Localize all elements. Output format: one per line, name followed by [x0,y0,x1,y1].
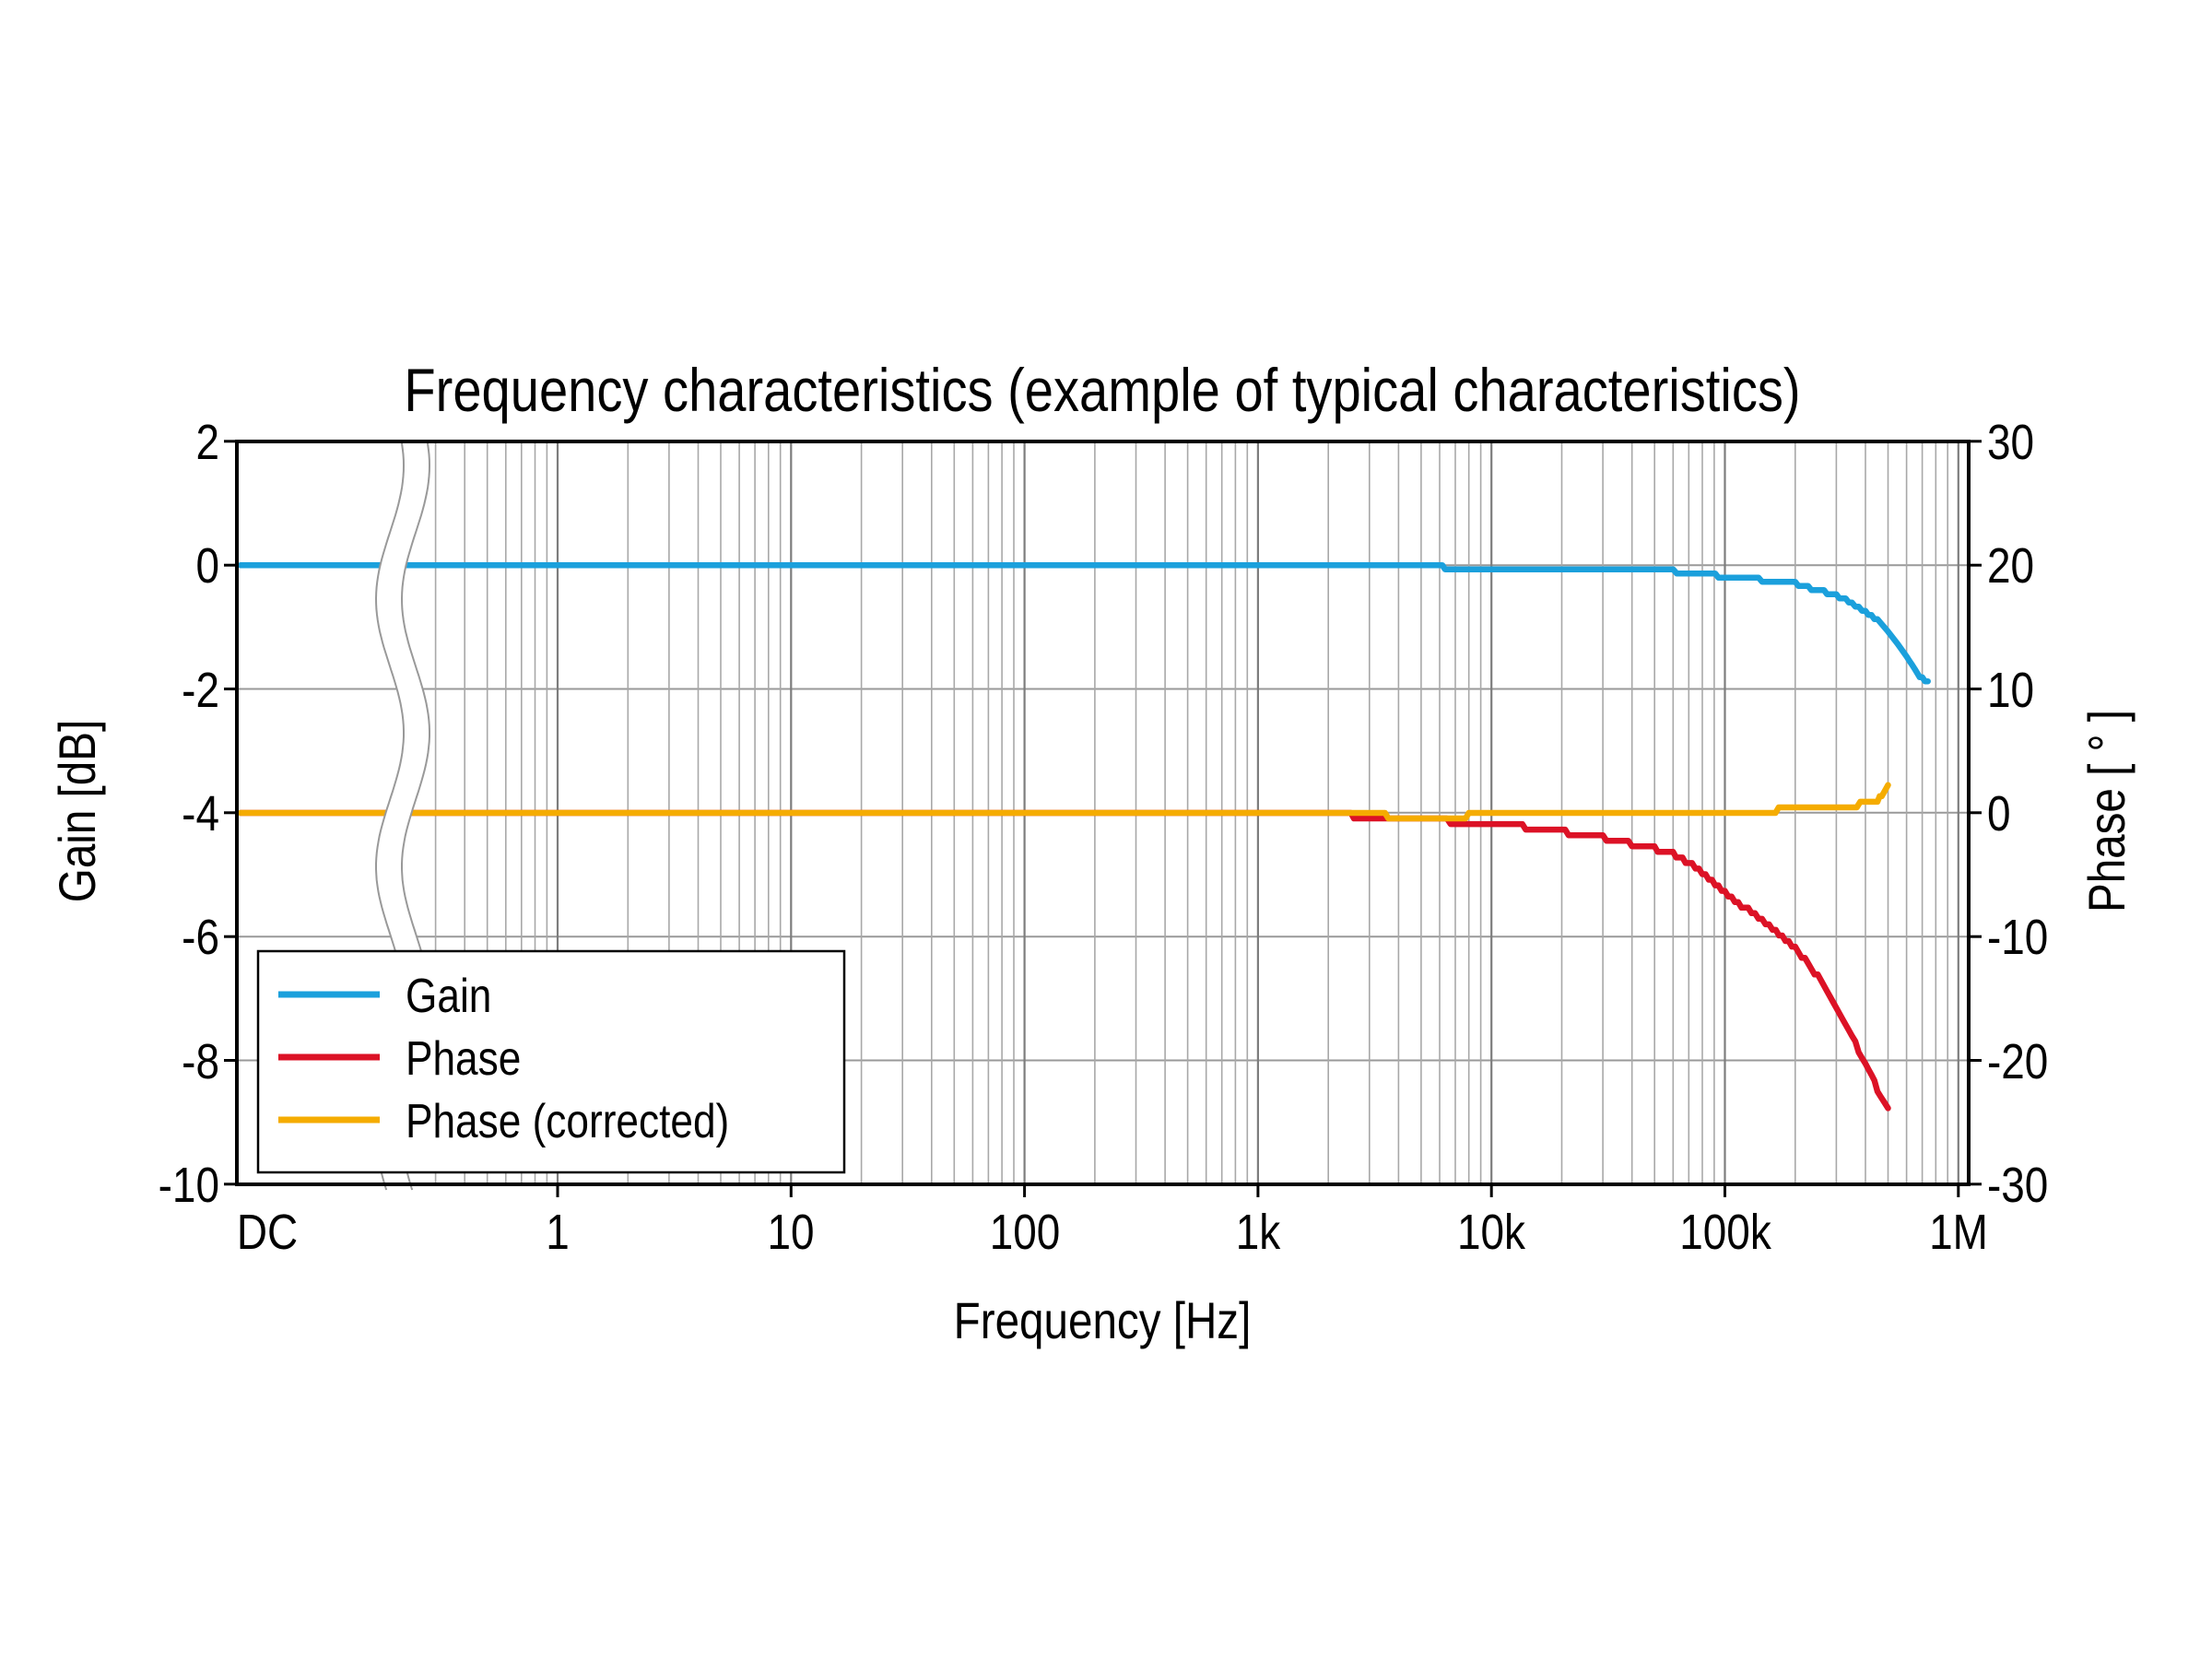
x-tick-1k: 1k [1236,1205,1281,1260]
phase-corrected-curve [237,782,1891,822]
y-right-axis-label: Phase [ ° ] [2078,710,2136,912]
y-left-tick--10: -10 [159,1158,219,1213]
y-left-axis-label: Gain [dB] [49,720,106,902]
y-left-tick-0: 0 [195,538,219,594]
legend-box [256,949,846,1174]
legend-label-phase-corrected: Phase (corrected) [406,1095,729,1148]
y-right-tick-10: 10 [1987,663,2034,718]
curves [237,561,1931,1112]
y-left-tick--2: -2 [182,663,219,718]
x-tick-1: 1 [546,1205,570,1260]
x-tick-10k: 10k [1457,1205,1526,1260]
y-left-tick--6: -6 [182,910,219,965]
y-right-tick-20: 20 [1987,538,2034,594]
x-axis-label: Frequency [Hz] [954,1292,1252,1349]
x-tick-dc: DC [237,1205,298,1260]
x-tick-100: 100 [990,1205,1061,1260]
legend: Gain Phase Phase (corrected) [256,949,846,1174]
x-tick-1m: 1M [1929,1205,1988,1260]
y-left-tick-2: 2 [195,415,219,470]
x-tick-10: 10 [767,1205,814,1260]
y-right-tick--30: -30 [1987,1158,2048,1213]
y-right-tick-30: 30 [1987,415,2034,470]
chart-title: Frequency characteristics (example of ty… [404,357,1800,424]
y-left-tick--4: -4 [182,786,219,841]
y-right-tick--20: -20 [1987,1034,2048,1089]
y-left-tick--8: -8 [182,1034,219,1089]
tick-marks [224,440,1982,1197]
legend-label-gain: Gain [406,970,491,1023]
y-right-tick-0: 0 [1987,786,2011,841]
y-right-tick--10: -10 [1987,910,2048,965]
gain-curve [237,561,1931,685]
legend-label-phase: Phase [406,1032,521,1086]
x-tick-100k: 100k [1679,1205,1771,1260]
